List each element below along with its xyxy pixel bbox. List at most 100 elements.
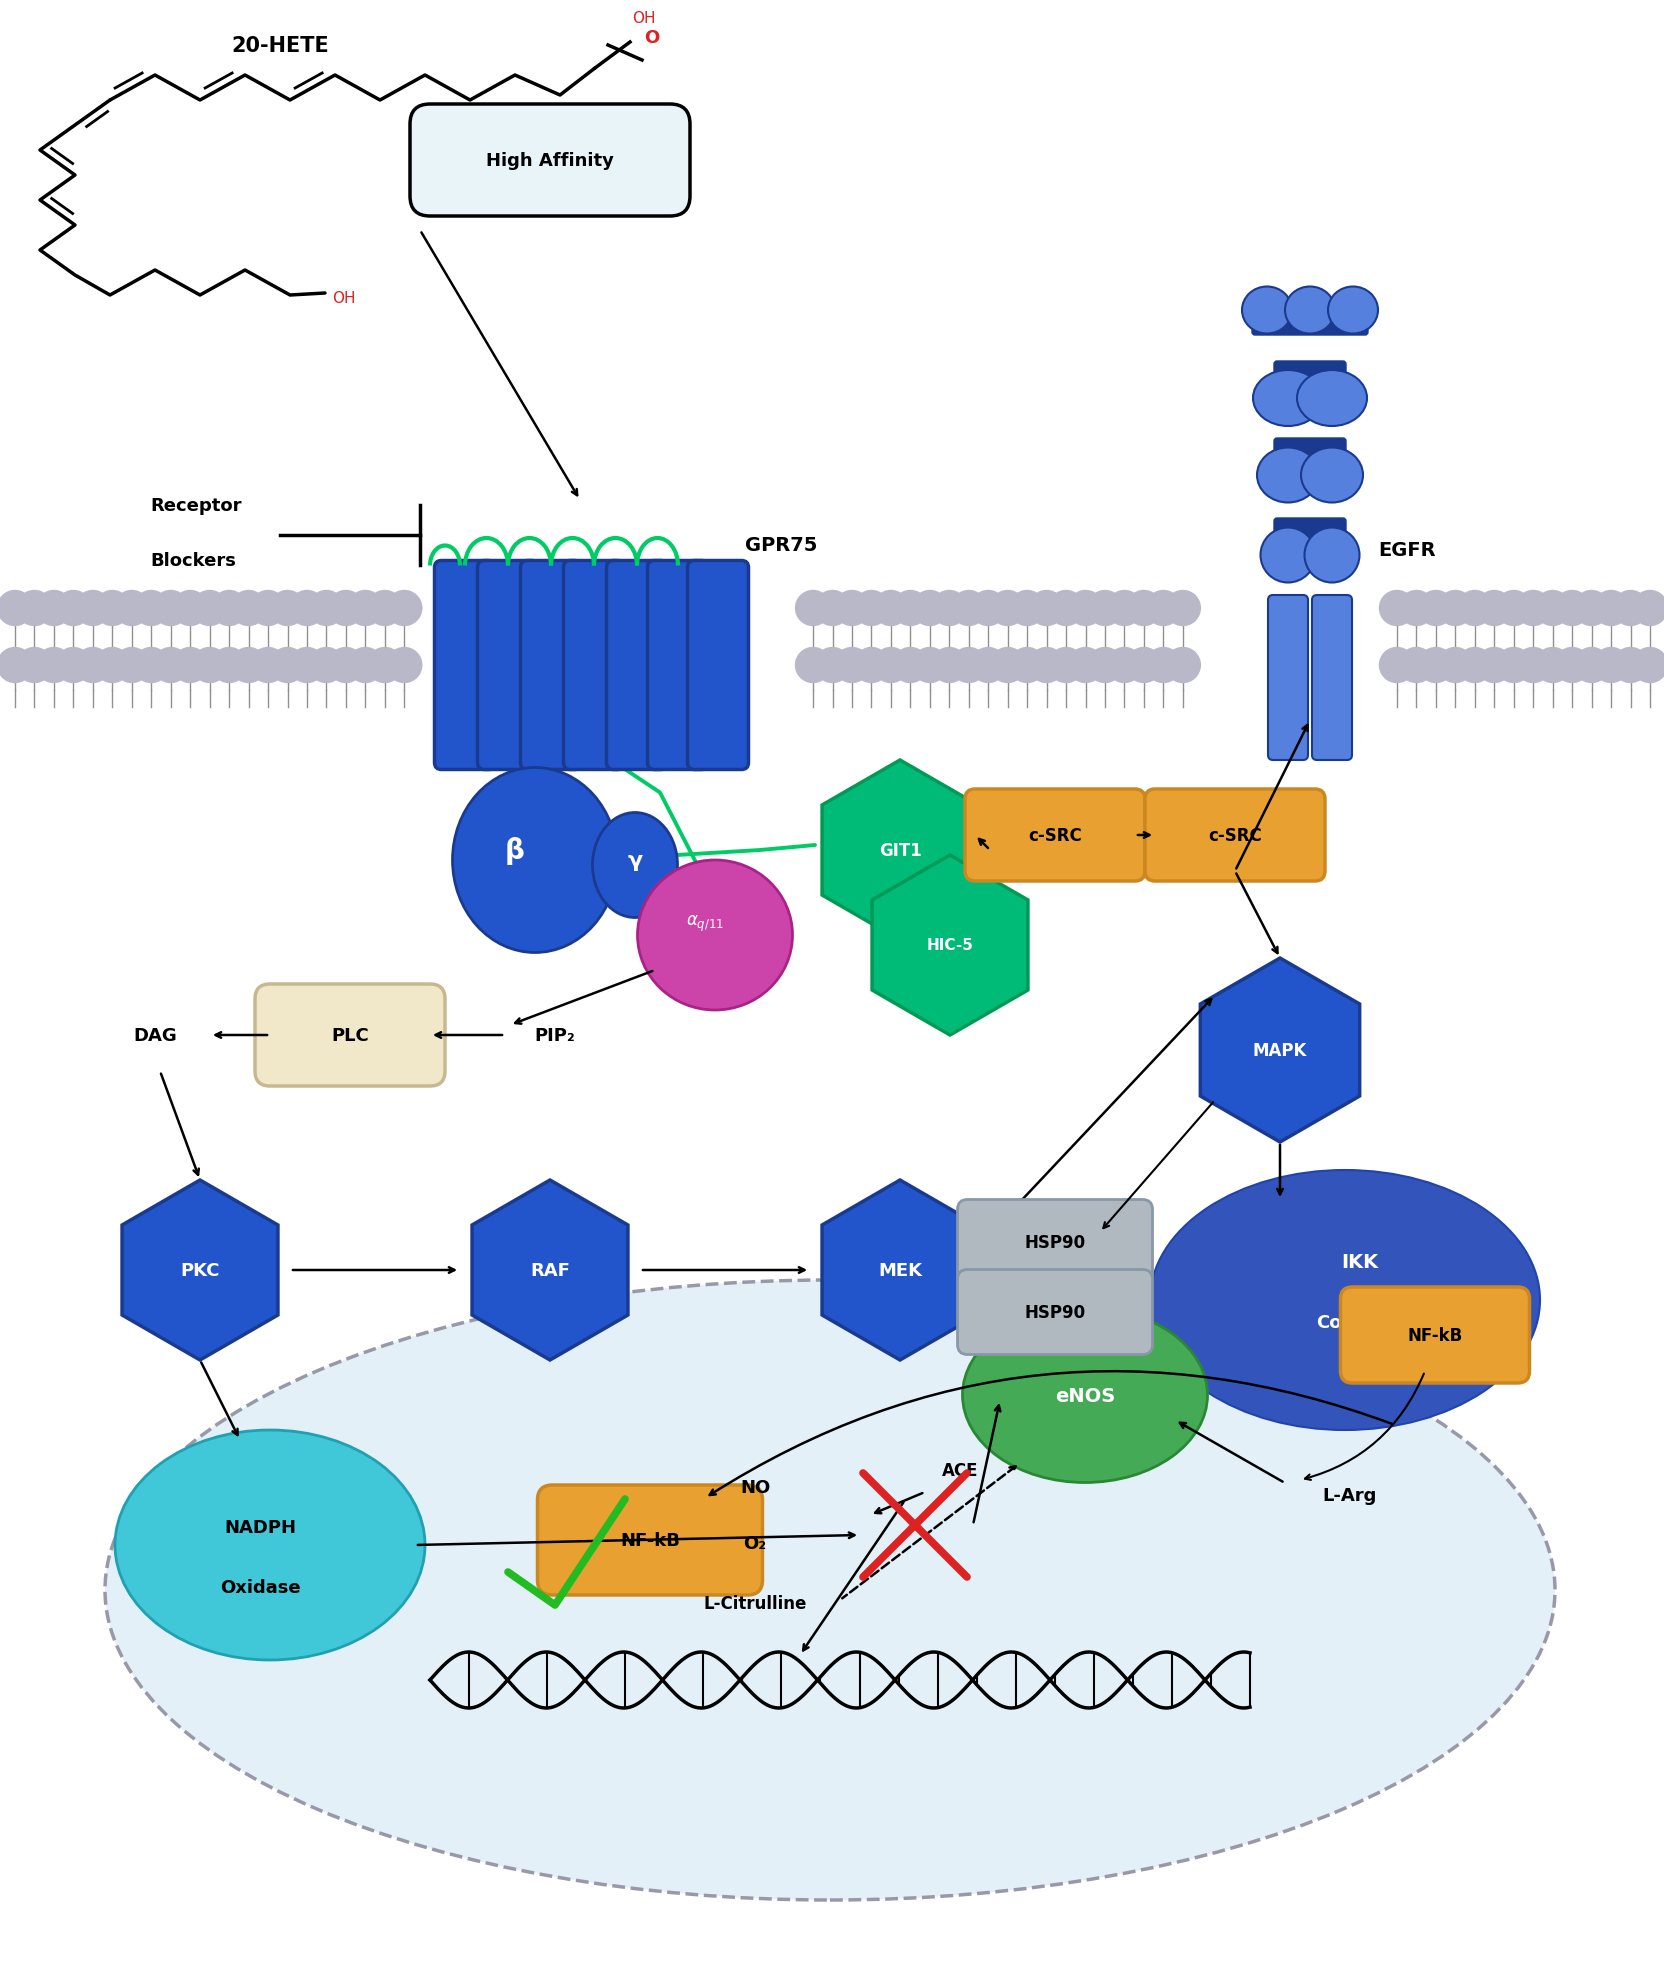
- FancyBboxPatch shape: [1273, 440, 1345, 469]
- Circle shape: [970, 647, 1005, 683]
- Text: NF-kB: NF-kB: [1406, 1327, 1461, 1344]
- Circle shape: [1514, 592, 1549, 626]
- Circle shape: [1496, 592, 1531, 626]
- Circle shape: [1087, 647, 1122, 683]
- Circle shape: [912, 592, 947, 626]
- Text: Blockers: Blockers: [150, 552, 236, 570]
- Text: 20-HETE: 20-HETE: [231, 36, 329, 55]
- Ellipse shape: [105, 1281, 1554, 1901]
- Circle shape: [386, 647, 421, 683]
- Circle shape: [1456, 592, 1491, 626]
- Circle shape: [37, 592, 72, 626]
- Text: DAG: DAG: [133, 1026, 176, 1045]
- Circle shape: [270, 592, 305, 626]
- Circle shape: [153, 592, 188, 626]
- Circle shape: [874, 592, 909, 626]
- Circle shape: [795, 592, 830, 626]
- Circle shape: [0, 647, 33, 683]
- Circle shape: [1438, 592, 1473, 626]
- Circle shape: [191, 647, 226, 683]
- FancyBboxPatch shape: [521, 560, 581, 770]
- Ellipse shape: [453, 768, 617, 952]
- Circle shape: [1496, 647, 1531, 683]
- Circle shape: [75, 592, 110, 626]
- Circle shape: [1456, 647, 1491, 683]
- Text: Oxidase: Oxidase: [220, 1578, 300, 1596]
- Circle shape: [1008, 592, 1043, 626]
- Circle shape: [834, 592, 869, 626]
- Ellipse shape: [1150, 1170, 1539, 1430]
- Text: O: O: [644, 30, 659, 48]
- Circle shape: [17, 647, 52, 683]
- Circle shape: [17, 592, 52, 626]
- FancyBboxPatch shape: [1251, 301, 1368, 337]
- Circle shape: [1572, 647, 1607, 683]
- Polygon shape: [822, 760, 977, 940]
- Circle shape: [795, 647, 830, 683]
- Circle shape: [386, 592, 421, 626]
- Circle shape: [231, 592, 266, 626]
- Circle shape: [1165, 592, 1200, 626]
- Polygon shape: [121, 1180, 278, 1360]
- Circle shape: [1398, 592, 1433, 626]
- Circle shape: [950, 647, 985, 683]
- Text: RAF: RAF: [529, 1261, 569, 1279]
- Circle shape: [1612, 592, 1647, 626]
- Text: MAPK: MAPK: [1251, 1041, 1306, 1059]
- FancyBboxPatch shape: [562, 560, 624, 770]
- Circle shape: [1145, 592, 1180, 626]
- FancyBboxPatch shape: [255, 984, 444, 1087]
- Circle shape: [1418, 647, 1453, 683]
- Text: OH: OH: [331, 291, 356, 307]
- Circle shape: [133, 592, 168, 626]
- Circle shape: [368, 647, 403, 683]
- Circle shape: [1107, 592, 1142, 626]
- Circle shape: [1008, 647, 1043, 683]
- Circle shape: [57, 647, 92, 683]
- Circle shape: [814, 592, 850, 626]
- Ellipse shape: [1296, 370, 1366, 428]
- Circle shape: [1165, 647, 1200, 683]
- Polygon shape: [822, 1180, 977, 1360]
- Text: PLC: PLC: [331, 1026, 369, 1045]
- Text: L-Arg: L-Arg: [1321, 1487, 1376, 1505]
- Circle shape: [1145, 647, 1180, 683]
- Circle shape: [348, 592, 383, 626]
- Text: HSP90: HSP90: [1023, 1234, 1085, 1251]
- Text: HSP90: HSP90: [1023, 1303, 1085, 1321]
- Ellipse shape: [1303, 529, 1359, 584]
- Circle shape: [290, 592, 324, 626]
- Text: IKK: IKK: [1341, 1253, 1378, 1271]
- Ellipse shape: [1328, 287, 1378, 335]
- Text: High Affinity: High Affinity: [486, 152, 614, 170]
- Circle shape: [191, 592, 226, 626]
- FancyBboxPatch shape: [434, 560, 496, 770]
- Circle shape: [912, 647, 947, 683]
- Circle shape: [328, 592, 363, 626]
- Circle shape: [310, 647, 344, 683]
- Circle shape: [1067, 647, 1102, 683]
- Circle shape: [970, 592, 1005, 626]
- Circle shape: [368, 592, 403, 626]
- Circle shape: [1379, 592, 1414, 626]
- Text: GIT1: GIT1: [879, 842, 920, 859]
- Circle shape: [57, 592, 92, 626]
- Circle shape: [1514, 647, 1549, 683]
- Text: MEK: MEK: [877, 1261, 922, 1279]
- Circle shape: [95, 647, 130, 683]
- Polygon shape: [872, 855, 1027, 1036]
- FancyBboxPatch shape: [1268, 596, 1308, 760]
- Circle shape: [874, 647, 909, 683]
- Text: eNOS: eNOS: [1055, 1386, 1115, 1404]
- Circle shape: [211, 647, 246, 683]
- FancyBboxPatch shape: [957, 1269, 1151, 1354]
- Text: EGFR: EGFR: [1378, 541, 1434, 560]
- Text: NADPH: NADPH: [225, 1519, 296, 1536]
- Ellipse shape: [1300, 447, 1363, 503]
- Text: HIC-5: HIC-5: [925, 939, 973, 952]
- Text: NO: NO: [739, 1479, 770, 1497]
- Circle shape: [1379, 647, 1414, 683]
- Circle shape: [231, 647, 266, 683]
- Circle shape: [1554, 592, 1589, 626]
- Text: O₂: O₂: [744, 1534, 765, 1552]
